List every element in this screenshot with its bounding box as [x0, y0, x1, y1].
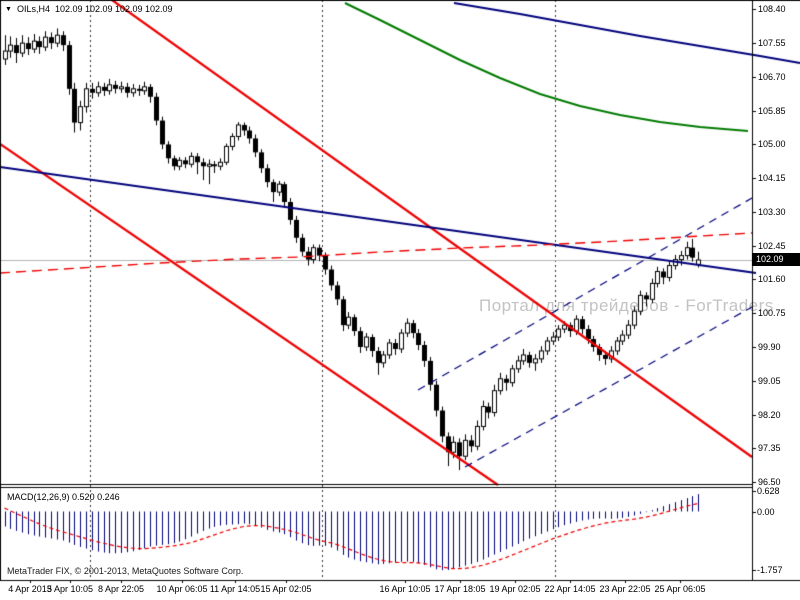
price-tick-label: 100.75 — [758, 308, 786, 319]
price-tick-label: 101.60 — [758, 274, 786, 285]
ohlc-values: 102.09 102.09 102.09 102.09 — [54, 4, 173, 14]
time-tick-label: 17 Apr 18:05 — [434, 584, 486, 594]
macd-name: MACD(12,26,9) — [7, 492, 70, 502]
symbol-header: ▼ OILs,H4 102.09 102.09 102.09 102.09 — [5, 4, 173, 14]
price-tick-label: 98.20 — [758, 409, 781, 420]
time-tick-label: 8 Apr 22:05 — [97, 584, 145, 594]
macd-values: 0.520 0.246 — [72, 492, 120, 502]
time-tick-label: 10 Apr 06:05 — [156, 584, 208, 594]
price-tick-label: 108.40 — [758, 4, 786, 15]
time-tick-label: 15 Apr 02:05 — [260, 584, 312, 594]
macd-indicator-label: MACD(12,26,9) 0.520 0.246 — [7, 492, 120, 502]
price-tick-label: 105.00 — [758, 139, 786, 150]
chevron-down-icon[interactable]: ▼ — [5, 5, 12, 13]
time-tick-label: 25 Apr 06:05 — [654, 584, 706, 594]
price-tick-label: 104.15 — [758, 173, 786, 184]
copyright-text: MetaTrader FIX, © 2001-2013, MetaQuotes … — [7, 566, 244, 576]
time-tick-label: 23 Apr 22:05 — [599, 584, 651, 594]
current-price-tag: 102.09 — [752, 253, 800, 266]
symbol-timeframe-label: OILs,H4 — [16, 4, 50, 14]
price-tick-label: 97.35 — [758, 443, 781, 454]
price-tick-label: 105.85 — [758, 105, 786, 116]
price-tick-label: 102.45 — [758, 240, 786, 251]
time-tick-label: 4 Apr 2013 — [8, 584, 52, 594]
macd-tick-label: 0.628 — [757, 485, 780, 496]
price-tick-label: 103.30 — [758, 206, 786, 217]
macd-tick-label: -1.757 — [757, 565, 783, 576]
time-tick-label: 11 Apr 14:05 — [209, 584, 261, 594]
time-tick-label: 22 Apr 14:05 — [544, 584, 596, 594]
time-tick-label: 19 Apr 02:05 — [489, 584, 541, 594]
macd-tick-label: 0.00 — [757, 506, 775, 517]
price-tick-label: 96.50 — [758, 477, 781, 488]
price-tick-label: 99.05 — [758, 375, 781, 386]
time-tick-label: 16 Apr 10:05 — [379, 584, 431, 594]
time-tick-label: 5 Apr 10:05 — [46, 584, 94, 594]
price-tick-label: 106.70 — [758, 71, 786, 82]
price-tick-label: 99.90 — [758, 341, 781, 352]
price-tick-label: 107.55 — [758, 38, 786, 49]
